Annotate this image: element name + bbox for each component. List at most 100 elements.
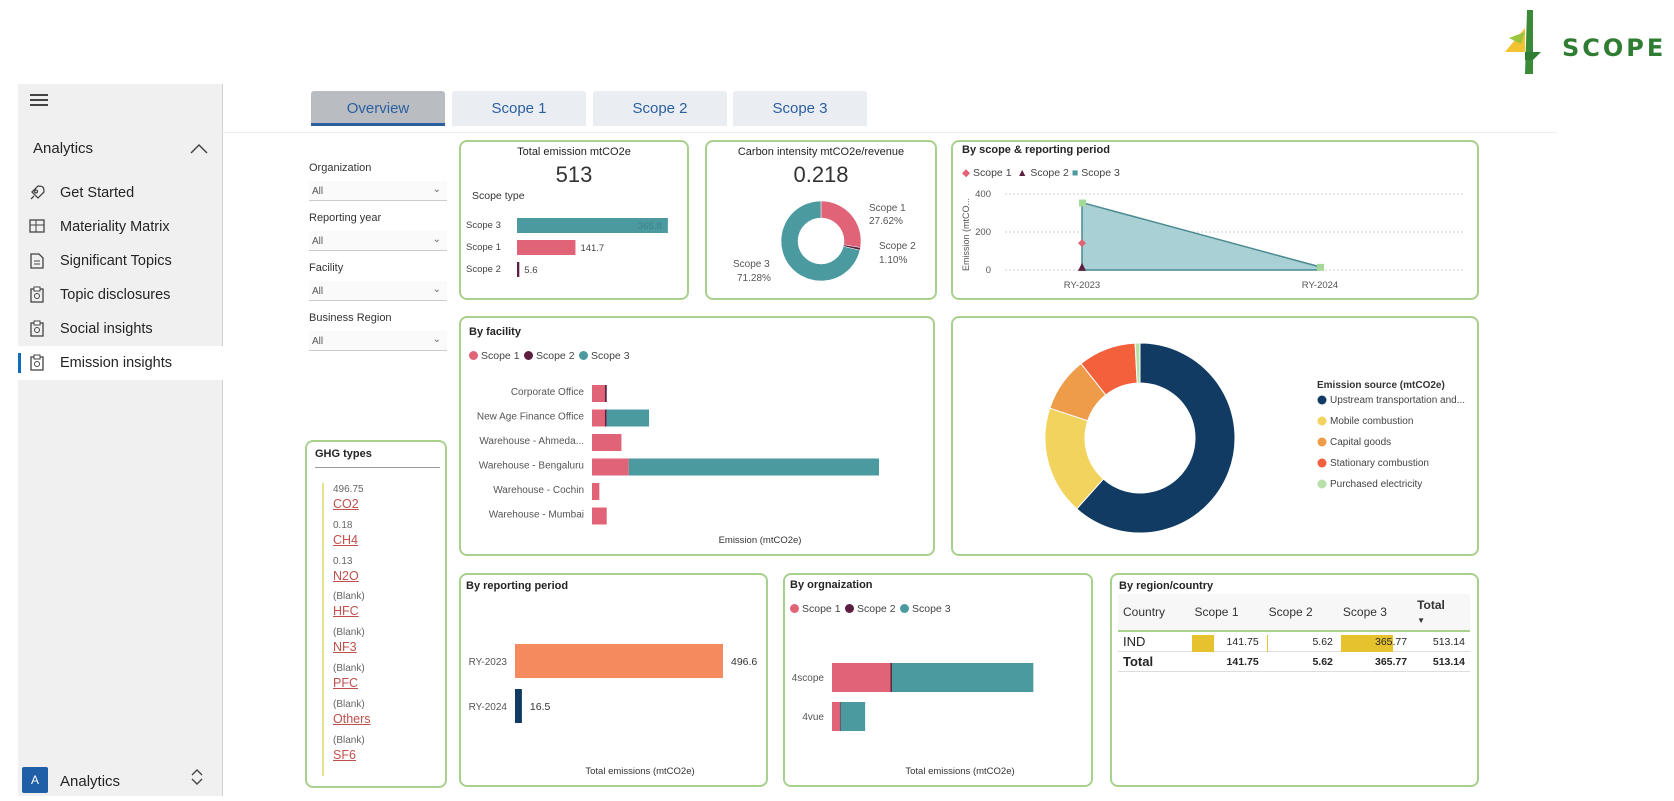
bar-category-label: Scope 3 xyxy=(466,220,501,231)
legend-label: Scope 2 xyxy=(857,603,896,615)
ghg-value: (Blank) xyxy=(333,698,365,710)
ghg-link-others[interactable]: Others xyxy=(333,711,371,726)
donut-slice xyxy=(780,200,861,282)
slice-value-label: 27.62% xyxy=(869,216,903,227)
filter-business-region-select[interactable]: All ⌄ xyxy=(309,331,447,351)
hamburger-menu-icon[interactable] xyxy=(30,94,48,108)
legend-scope-1[interactable]: ◆ Scope 1 xyxy=(962,167,1012,179)
ghg-link-n2o[interactable]: N2O xyxy=(333,568,359,583)
legend-scope-2[interactable]: Scope 2 xyxy=(524,350,575,362)
sidebar-item-label: Materiality Matrix xyxy=(60,219,170,235)
bar-data-label: 16.5 xyxy=(530,701,551,713)
document-icon xyxy=(30,253,44,269)
ghg-types-card xyxy=(305,440,447,788)
cell-scope-1: 141.75 xyxy=(1189,631,1263,652)
cell-databar xyxy=(1340,635,1393,652)
cell-value: 5.62 xyxy=(1312,635,1333,648)
chevron-updown-icon[interactable] xyxy=(190,768,204,788)
legend-dot-icon xyxy=(1317,479,1327,489)
chevron-down-icon: ⌄ xyxy=(432,184,441,195)
carbon-intensity-value: 0.218 xyxy=(793,162,849,187)
legend-scope-3[interactable]: ■ Scope 3 xyxy=(1072,167,1120,179)
bar xyxy=(515,644,723,678)
bar-segment xyxy=(628,458,880,476)
sidebar-item-social-insights[interactable]: Social insights xyxy=(18,312,223,346)
total-emission-value: 513 xyxy=(555,162,593,187)
sidebar-item-significant-topics[interactable]: Significant Topics xyxy=(18,244,223,278)
marker-scope-1 xyxy=(1078,239,1086,248)
y-tick-label: 200 xyxy=(975,227,991,238)
tab-divider xyxy=(222,132,1557,133)
chevron-up-icon[interactable] xyxy=(190,142,208,154)
column-header-scope-1[interactable]: Scope 1 xyxy=(1189,594,1264,632)
column-header-total[interactable]: Total ▼ xyxy=(1412,594,1470,632)
legend-label: Scope 3 xyxy=(912,603,951,615)
scope-period-area-chart: Emission (mtCO... 400 200 0 RY-2023 RY-2024 xyxy=(961,189,1465,291)
legend-label: Scope 1 xyxy=(481,350,520,362)
workspace-label[interactable]: Analytics xyxy=(60,773,121,790)
ghg-link-ch4[interactable]: CH4 xyxy=(333,532,359,547)
sidebar-item-emission-insights[interactable]: Emission insights xyxy=(18,346,223,380)
total-emission-bar-chart: Scope 3 365.8 Scope 1 141.7 Scope 2 5.6 xyxy=(466,218,668,277)
sidebar-item-get-started[interactable]: Get Started xyxy=(18,176,223,210)
y-axis-label: Emission (mtCO... xyxy=(961,198,971,271)
filter-reporting-year-label: Reporting year xyxy=(309,212,382,224)
tab-scope-2[interactable]: Scope 2 xyxy=(593,91,727,126)
column-header-scope-2[interactable]: Scope 2 xyxy=(1263,594,1338,632)
tab-scope-3[interactable]: Scope 3 xyxy=(733,91,867,126)
legend-scope-1[interactable]: Scope 1 xyxy=(469,350,520,362)
cell-total: 513.14 xyxy=(1412,651,1470,672)
filter-value: All xyxy=(312,336,324,347)
organization-bar-chart: 4scope 4vue Total emissions (mtCO2e) xyxy=(792,663,1034,777)
ghg-link-sf6[interactable]: SF6 xyxy=(333,747,356,762)
ghg-link-nf3[interactable]: NF3 xyxy=(333,640,357,655)
legend-scope-1[interactable]: Scope 1 xyxy=(790,603,841,615)
sort-descending-icon: ▼ xyxy=(1417,616,1426,625)
legend-scope-3[interactable]: Scope 3 xyxy=(900,603,951,615)
x-tick-label: RY-2024 xyxy=(1302,280,1338,291)
table-row[interactable]: IND 141.75 5.62 365.77 513.14 xyxy=(1118,631,1470,652)
bar-segment xyxy=(890,663,892,692)
cell-scope-2: 5.62 xyxy=(1263,651,1338,672)
sidebar-item-topic-disclosures[interactable]: Topic disclosures xyxy=(18,278,223,312)
legend-scope-2[interactable]: Scope 2 xyxy=(845,603,896,615)
filter-facility-select[interactable]: All ⌄ xyxy=(309,281,447,301)
cell-value: 365.77 xyxy=(1374,635,1408,648)
legend-dot-icon xyxy=(1317,416,1327,426)
slice-value-label: 1.10% xyxy=(879,255,907,266)
legend-scope-3[interactable]: Scope 3 xyxy=(579,350,630,362)
scope-type-label: Scope type xyxy=(472,190,525,202)
region-table: Country Scope 1 Scope 2 Scope 3 Total ▼ I… xyxy=(1118,594,1470,672)
tab-overview[interactable]: Overview xyxy=(311,91,445,126)
legend-label: Scope 2 xyxy=(1030,167,1069,179)
legend-scope-2[interactable]: ▲ Scope 2 xyxy=(1017,167,1069,179)
table-total-row: Total 141.75 5.62 365.77 513.14 xyxy=(1118,651,1470,672)
matrix-icon xyxy=(29,219,45,233)
x-axis-label: Emission (mtCO2e) xyxy=(719,535,802,546)
sidebar: Analytics Get Started Materiality Matrix… xyxy=(18,84,223,796)
ghg-accent-line xyxy=(322,483,324,776)
tab-scope-1[interactable]: Scope 1 xyxy=(452,91,586,126)
clipboard-icon xyxy=(30,354,44,371)
sidebar-section-title[interactable]: Analytics xyxy=(33,140,94,157)
ghg-link-hfc[interactable]: HFC xyxy=(333,604,359,619)
y-tick-label: 400 xyxy=(975,189,991,200)
sidebar-item-materiality-matrix[interactable]: Materiality Matrix xyxy=(18,210,223,244)
ghg-value: (Blank) xyxy=(333,627,365,639)
ghg-value: 496.75 xyxy=(333,484,364,495)
bar-data-label: 496.6 xyxy=(731,656,757,668)
filter-reporting-year-select[interactable]: All ⌄ xyxy=(309,231,447,251)
workspace-avatar[interactable]: A xyxy=(22,767,48,793)
filter-organization-select[interactable]: All ⌄ xyxy=(309,181,447,201)
bar xyxy=(517,218,668,233)
ghg-link-pfc[interactable]: PFC xyxy=(333,676,358,690)
legend-dot-icon xyxy=(1317,395,1327,405)
bar-segment xyxy=(592,483,600,500)
ghg-link-co2[interactable]: CO2 xyxy=(333,497,359,511)
column-header-country[interactable]: Country xyxy=(1118,594,1190,632)
reporting-period-card xyxy=(459,573,768,787)
scope-logo xyxy=(1505,10,1541,74)
column-header-scope-3[interactable]: Scope 3 xyxy=(1337,594,1413,632)
legend-dot-icon xyxy=(1317,437,1327,447)
facility-title: By facility xyxy=(469,326,521,338)
